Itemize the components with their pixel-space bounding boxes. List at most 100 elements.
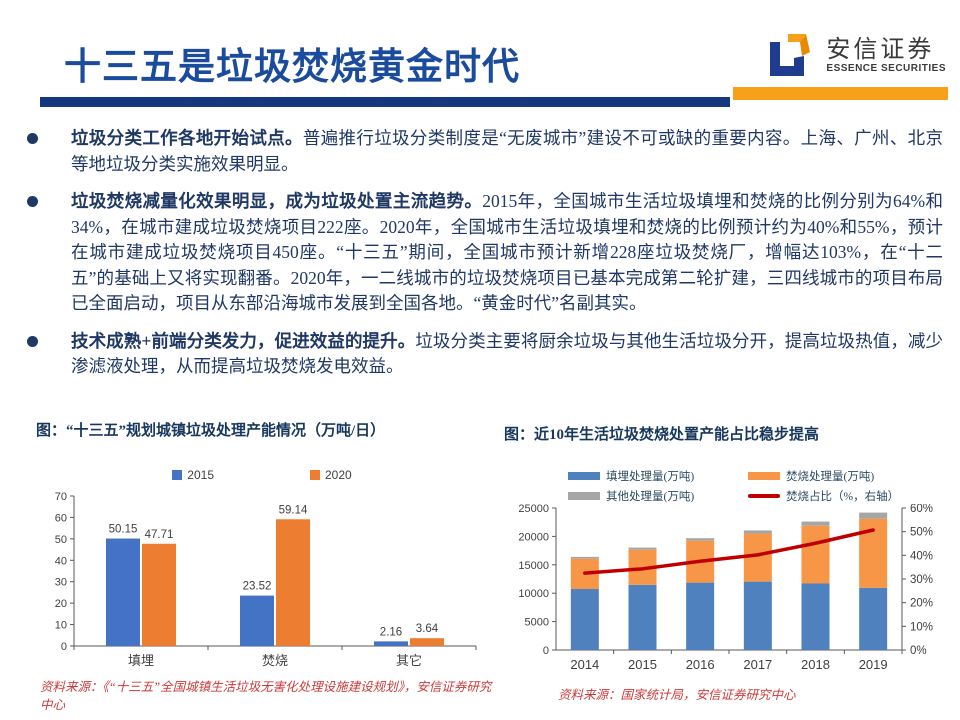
y-tick-label: 40 <box>55 555 67 567</box>
stack-segment-填埋处理量(万吨) <box>570 588 599 650</box>
legend-label: 焚烧占比（%，右轴） <box>786 491 900 503</box>
x-category-label: 焚烧 <box>262 653 288 668</box>
bar-value-label: 59.14 <box>279 504 308 516</box>
incineration-share-line <box>583 528 875 575</box>
x-year-label: 2019 <box>859 657 888 672</box>
legend-swatch-icon <box>172 470 183 480</box>
x-category-label: 其它 <box>396 653 422 668</box>
bullet-item-1: 垃圾分类工作各地开始试点。普遍推行垃圾分类制度是“无废城市”建设不可或缺的重要内… <box>25 126 943 177</box>
title-underline-navy <box>40 97 730 107</box>
legend-item: 焚烧处理量(万吨) <box>748 468 956 484</box>
bar-value-label: 3.64 <box>416 623 439 635</box>
right-chart: 0 5000 10000 15000 20000 25000 0% 10% 20% 30% 40% 5… <box>504 503 956 691</box>
title-underline-orange <box>733 87 948 100</box>
y-tick-label-right: 30% <box>910 574 933 586</box>
right-chart-svg: 0 5000 10000 15000 20000 25000 0% 10% 20% 30% 40% 5… <box>518 503 933 672</box>
left-chart-svg: 0 10 20 30 40 50 60 70 50.15 47.71 填埋 23.52 59.14 焚烧 2… <box>55 491 477 668</box>
legend-label: 其他处理量(万吨) <box>606 491 695 503</box>
source-note-left: 资料来源：《“十三五”全国城镇生活垃圾无害化处理设施建设规划》，安信证券研究中心 <box>40 680 492 712</box>
right-chart-legend: 填埋处理量(万吨) 焚烧处理量(万吨) 其他处理量(万吨) 焚烧占比（%，右轴） <box>568 468 956 504</box>
stack-segment-填埋处理量(万吨) <box>686 582 715 650</box>
y-tick-label: 10 <box>55 620 67 632</box>
bar-value-label: 47.71 <box>145 529 174 541</box>
right-chart-figure: 图：近10年生活垃圾焚烧处置产能占比稳步提高 填埋处理量(万吨) 焚烧处理量(万吨… <box>504 424 956 691</box>
x-year-label: 2017 <box>743 657 772 672</box>
legend-label: 焚烧处理量(万吨) <box>786 471 875 483</box>
stack-segment-其他处理量(万吨) <box>801 521 830 526</box>
y-tick-label-right: 50% <box>910 527 933 539</box>
bullet-body: 普遍推行垃圾分类制度是“无废城市”建设不可或缺的重要内容。上海、广州、北京等地垃… <box>71 128 943 174</box>
x-category-label: 填埋 <box>128 653 154 668</box>
bar-2020 <box>276 519 310 646</box>
y-tick-label-left: 25000 <box>518 504 549 515</box>
legend-label: 2015 <box>187 468 214 482</box>
bar-2015 <box>374 641 408 646</box>
bullet-list: 垃圾分类工作各地开始试点。普遍推行垃圾分类制度是“无废城市”建设不可或缺的重要内… <box>25 126 943 392</box>
stack-segment-其他处理量(万吨) <box>628 547 657 550</box>
legend-item: 2020 <box>310 468 352 482</box>
x-year-label: 2018 <box>801 657 830 672</box>
bullet-lead: 技术成熟+前端分类发力，促进效益的提升。 <box>71 330 416 351</box>
y-tick-label: 0 <box>61 641 67 653</box>
y-tick-label-right: 20% <box>910 598 933 610</box>
stack-segment-其他处理量(万吨) <box>743 530 772 534</box>
bullet-item-3: 技术成熟+前端分类发力，促进效益的提升。垃圾分类主要将厨余垃圾与其他生活垃圾分开… <box>25 329 943 380</box>
x-year-label: 2015 <box>628 657 657 672</box>
bullet-lead: 垃圾焚烧减量化效果明显，成为垃圾处置主流趋势。 <box>71 191 483 211</box>
brand-logo: 安信证券 ESSENCE SECURITIES <box>764 28 946 82</box>
y-tick-label-right: 40% <box>910 550 933 562</box>
y-tick-label-left: 5000 <box>525 617 549 629</box>
stack-segment-其他处理量(万吨) <box>859 512 888 519</box>
brand-subtitle: ESSENCE SECURITIES <box>826 62 946 74</box>
stack-segment-焚烧处理量(万吨) <box>801 525 830 584</box>
brand-text: 安信证券 ESSENCE SECURITIES <box>826 35 946 74</box>
y-tick-label-left: 15000 <box>518 560 549 572</box>
left-chart: 0 10 20 30 40 50 60 70 50.15 47.71 填埋 23.52 59.14 焚烧 2… <box>36 486 488 679</box>
x-year-label: 2016 <box>686 657 715 672</box>
y-tick-label-left: 10000 <box>518 588 549 600</box>
legend-label: 2020 <box>325 468 352 482</box>
bar-2020 <box>410 638 444 646</box>
legend-label: 填埋处理量(万吨) <box>606 471 695 483</box>
page-title: 十三五是垃圾焚烧黄金时代 <box>64 46 520 87</box>
bullet-icon <box>27 335 38 347</box>
legend-item: 2015 <box>172 468 214 482</box>
legend-swatch-icon <box>310 470 320 480</box>
y-tick-label: 20 <box>55 598 67 610</box>
y-tick-label-right: 60% <box>910 504 933 515</box>
bullet-icon <box>27 133 38 144</box>
stack-segment-填埋处理量(万吨) <box>801 583 830 650</box>
brand-name: 安信证券 <box>826 35 935 63</box>
bar-2015 <box>240 595 274 646</box>
stack-segment-填埋处理量(万吨) <box>859 587 888 650</box>
y-tick-label: 70 <box>55 491 67 503</box>
essence-logo-icon <box>770 34 811 76</box>
bullet-body: 垃圾分类主要将厨余垃圾与其他生活垃圾分开，提高垃圾热值，减少渗滤液处理，从而提高… <box>71 330 943 377</box>
y-tick-label: 30 <box>55 577 67 589</box>
x-year-label: 2014 <box>570 657 599 672</box>
left-chart-legend: 2015 2020 <box>36 468 488 482</box>
legend-item: 其他处理量(万吨) <box>568 488 748 504</box>
legend-item: 填埋处理量(万吨) <box>568 468 748 484</box>
stack-segment-填埋处理量(万吨) <box>743 581 772 650</box>
legend-swatch-icon <box>568 472 600 480</box>
stack-segment-其他处理量(万吨) <box>570 556 599 559</box>
bar-2015 <box>106 538 140 646</box>
source-note-right: 资料来源：国家统计局，安信证券研究中心 <box>558 688 796 702</box>
bar-value-label: 50.15 <box>109 524 138 536</box>
left-chart-title: 图：“十三五”规划城镇垃圾处理产能情况（万吨/日） <box>36 423 386 439</box>
left-chart-figure: 图：“十三五”规划城镇垃圾处理产能情况（万吨/日） 2015 2020 0 10 20… <box>36 420 488 679</box>
bar-value-label: 2.16 <box>380 626 402 638</box>
right-chart-title: 图：近10年生活垃圾焚烧处置产能占比稳步提高 <box>504 427 820 443</box>
bar-2020 <box>142 543 176 646</box>
bar-value-label: 23.52 <box>243 581 272 593</box>
bullet-item-2: 垃圾焚烧减量化效果明显，成为垃圾处置主流趋势。2015年，全国城市生活垃圾填埋和… <box>25 189 943 317</box>
legend-item: 焚烧占比（%，右轴） <box>748 488 956 504</box>
stack-segment-其他处理量(万吨) <box>686 538 715 541</box>
stack-segment-填埋处理量(万吨) <box>628 584 657 650</box>
legend-swatch-icon <box>568 492 600 500</box>
y-tick-label-right: 0% <box>910 645 927 657</box>
bullet-body: 2015年，全国城市生活垃圾填埋和焚烧的比例分别为64%和34%，在城市建成垃圾… <box>71 191 944 313</box>
legend-swatch-icon <box>748 472 780 480</box>
